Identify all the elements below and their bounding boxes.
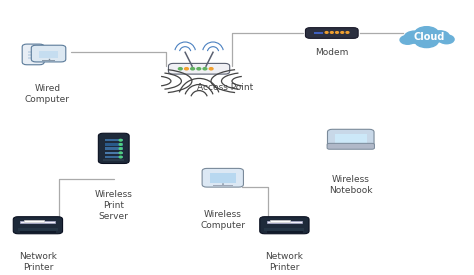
Circle shape	[415, 34, 438, 48]
Circle shape	[197, 68, 201, 70]
Bar	[28, 57, 38, 59]
FancyBboxPatch shape	[13, 217, 63, 234]
Bar	[28, 54, 38, 56]
Text: Modem: Modem	[315, 48, 348, 57]
Bar	[314, 32, 323, 34]
Circle shape	[415, 27, 438, 40]
Text: Access Point: Access Point	[197, 82, 253, 92]
Circle shape	[325, 32, 328, 33]
Bar	[39, 51, 58, 58]
Circle shape	[430, 31, 449, 42]
Circle shape	[346, 32, 349, 33]
Bar	[20, 231, 55, 232]
Text: Wireless
Notebook: Wireless Notebook	[329, 175, 373, 195]
Bar	[105, 152, 122, 154]
Text: Wireless
Computer: Wireless Computer	[201, 210, 245, 230]
FancyBboxPatch shape	[305, 28, 358, 38]
Bar	[267, 221, 302, 224]
Circle shape	[341, 32, 344, 33]
Circle shape	[119, 148, 122, 149]
Bar	[210, 173, 236, 183]
Text: Wireless
Print
Server: Wireless Print Server	[95, 190, 133, 221]
Circle shape	[119, 144, 122, 145]
FancyBboxPatch shape	[328, 129, 374, 148]
Circle shape	[119, 156, 122, 158]
Bar	[105, 156, 122, 158]
Circle shape	[191, 68, 194, 70]
Text: Cloud: Cloud	[413, 32, 445, 42]
Circle shape	[119, 139, 122, 141]
Circle shape	[119, 152, 122, 154]
FancyBboxPatch shape	[168, 64, 230, 74]
Bar	[105, 139, 122, 141]
FancyBboxPatch shape	[260, 217, 309, 234]
Bar	[24, 220, 44, 222]
Circle shape	[439, 35, 454, 44]
Circle shape	[178, 68, 182, 70]
Bar	[18, 228, 58, 231]
Circle shape	[330, 32, 333, 33]
Bar	[335, 134, 367, 144]
FancyBboxPatch shape	[22, 44, 44, 65]
Bar	[212, 185, 233, 186]
Bar	[270, 220, 290, 222]
Circle shape	[184, 68, 188, 70]
Circle shape	[404, 31, 425, 43]
Bar	[264, 228, 304, 231]
Circle shape	[203, 68, 207, 70]
Bar	[105, 147, 122, 150]
Bar	[28, 51, 38, 53]
Bar	[267, 231, 302, 232]
Text: Network
Printer: Network Printer	[265, 252, 303, 272]
Bar	[20, 221, 55, 224]
Circle shape	[400, 35, 415, 44]
Text: Wired
Computer: Wired Computer	[25, 84, 70, 104]
Text: Network
Printer: Network Printer	[19, 252, 57, 272]
FancyBboxPatch shape	[31, 45, 66, 62]
Bar	[103, 159, 124, 161]
FancyBboxPatch shape	[327, 143, 374, 149]
Bar	[105, 143, 122, 146]
Circle shape	[209, 68, 213, 70]
FancyBboxPatch shape	[202, 168, 244, 187]
FancyBboxPatch shape	[98, 133, 129, 163]
Circle shape	[336, 32, 338, 33]
